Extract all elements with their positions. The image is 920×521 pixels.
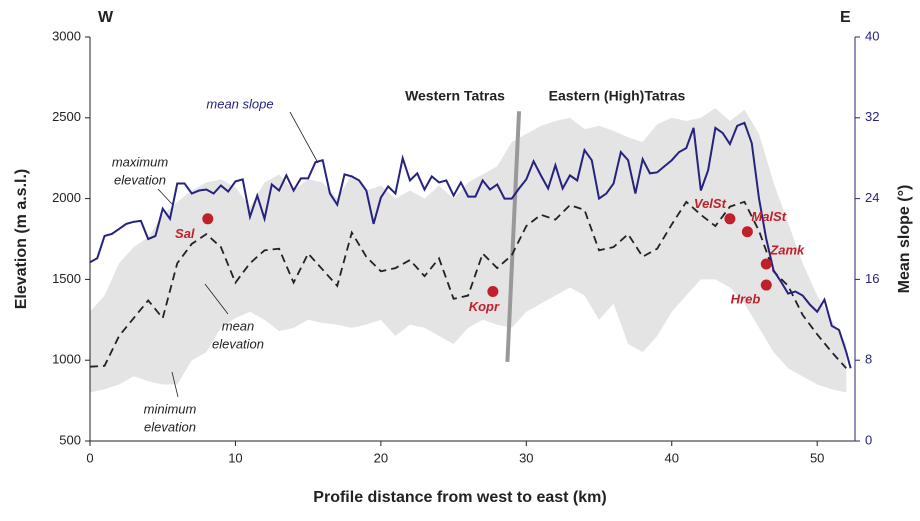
- region-label: Western Tatras: [405, 88, 505, 104]
- series-annotation: mean slope: [206, 96, 273, 111]
- annotation-leader: [289, 111, 319, 164]
- region-divider: [505, 111, 522, 362]
- y-tick-label: 2000: [52, 190, 81, 205]
- x-tick-label: 10: [228, 450, 242, 465]
- site-marker: [741, 226, 753, 238]
- x-axis-label: Profile distance from west to east (km): [313, 489, 606, 506]
- site-label: Sal: [175, 226, 195, 241]
- y2-tick-label: 16: [865, 271, 879, 286]
- annotation-leader: [157, 188, 173, 205]
- x-tick-label: 0: [86, 450, 93, 465]
- site-marker: [487, 286, 499, 298]
- mean-slope-line: [89, 121, 852, 369]
- y-tick-label: 2500: [52, 109, 81, 124]
- series-annotation: elevation: [144, 419, 196, 434]
- site-marker: [760, 258, 772, 270]
- y-tick-label: 500: [59, 432, 81, 447]
- annotation-leader: [171, 371, 179, 398]
- x-tick-label: 30: [519, 450, 533, 465]
- west-label: W: [98, 9, 114, 26]
- x-tick-label: 20: [374, 450, 388, 465]
- series-annotation: minimum: [144, 401, 197, 416]
- y-tick-label: 3000: [52, 28, 81, 43]
- y-axis-label: Elevation (m a.s.l.): [13, 169, 30, 309]
- site-marker: [202, 213, 214, 225]
- east-label: E: [840, 9, 851, 26]
- annotation-leader: [204, 283, 229, 315]
- y2-tick-label: 24: [865, 190, 879, 205]
- site-label: Hreb: [731, 291, 761, 306]
- y2-tick-label: 32: [865, 109, 879, 124]
- series-annotation: mean: [222, 318, 255, 333]
- mean-elevation-line: [89, 200, 847, 369]
- y-tick-label: 1000: [52, 352, 81, 367]
- site-label: Zamk: [769, 242, 805, 257]
- y2-tick-label: 8: [865, 352, 872, 367]
- plot-layer: [90, 108, 847, 393]
- series-annotation: elevation: [114, 172, 166, 187]
- x-tick-label: 40: [665, 450, 679, 465]
- site-marker: [760, 279, 772, 291]
- y-tick-label: 1500: [52, 271, 81, 286]
- elevation-range-band: [90, 108, 847, 393]
- site-label: VelSt: [694, 196, 727, 211]
- y2-tick-label: 0: [865, 432, 872, 447]
- series-annotation: maximum: [112, 154, 169, 169]
- site-label: Kopr: [469, 299, 500, 314]
- site-marker: [724, 213, 736, 225]
- site-label: MalSt: [751, 209, 786, 224]
- y2-axis-label: Mean slope (°): [896, 185, 913, 294]
- region-label: Eastern (High)Tatras: [549, 88, 686, 104]
- x-tick-label: 50: [810, 450, 824, 465]
- series-annotation: elevation: [212, 336, 264, 351]
- y2-tick-label: 40: [865, 28, 879, 43]
